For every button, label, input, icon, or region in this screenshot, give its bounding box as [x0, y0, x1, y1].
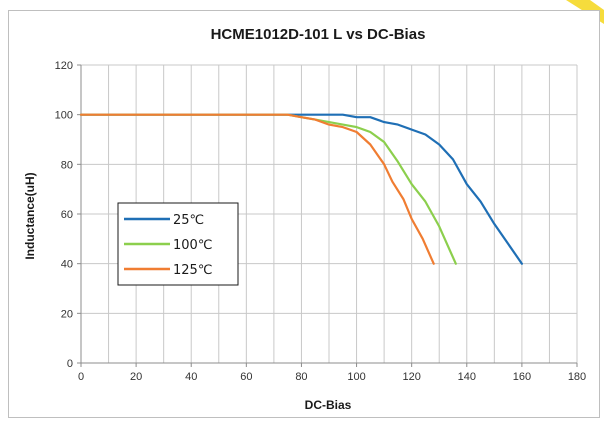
y-tick-label: 100 — [55, 110, 73, 122]
legend: 25℃ 100℃ 125℃ — [117, 202, 239, 286]
y-tick-label: 0 — [67, 358, 73, 370]
x-tick-label: 100 — [347, 371, 365, 383]
x-tick-label: 60 — [240, 371, 252, 383]
y-tick-label: 80 — [61, 159, 73, 171]
tick-labels: 0 20 40 60 80 100 120 140 160 180 0 20 40 60 80 100 120 — [55, 60, 587, 383]
legend-label-1: 25℃ — [173, 213, 204, 228]
x-tick-label: 20 — [130, 371, 142, 383]
x-axis-label: DC-Bias — [305, 398, 352, 412]
y-tick-label: 40 — [61, 259, 73, 271]
y-axis-label: Inductance(uH) — [23, 172, 37, 259]
series-line-3 — [79, 113, 435, 265]
y-tick-label: 120 — [55, 60, 73, 72]
x-tick-label: 40 — [185, 371, 197, 383]
x-tick-label: 120 — [402, 371, 420, 383]
y-tick-label: 60 — [61, 209, 73, 221]
x-tick-label: 160 — [513, 371, 531, 383]
chart-title: HCME1012D-101 L vs DC-Bias — [211, 26, 426, 43]
x-tick-label: 180 — [568, 371, 586, 383]
x-tick-label: 80 — [295, 371, 307, 383]
legend-label-3: 125℃ — [173, 263, 212, 278]
legend-label-2: 100℃ — [173, 238, 212, 253]
x-tick-label: 140 — [458, 371, 476, 383]
y-tick-label: 20 — [61, 308, 73, 320]
x-tick-label: 0 — [78, 371, 84, 383]
data-series — [79, 113, 523, 265]
